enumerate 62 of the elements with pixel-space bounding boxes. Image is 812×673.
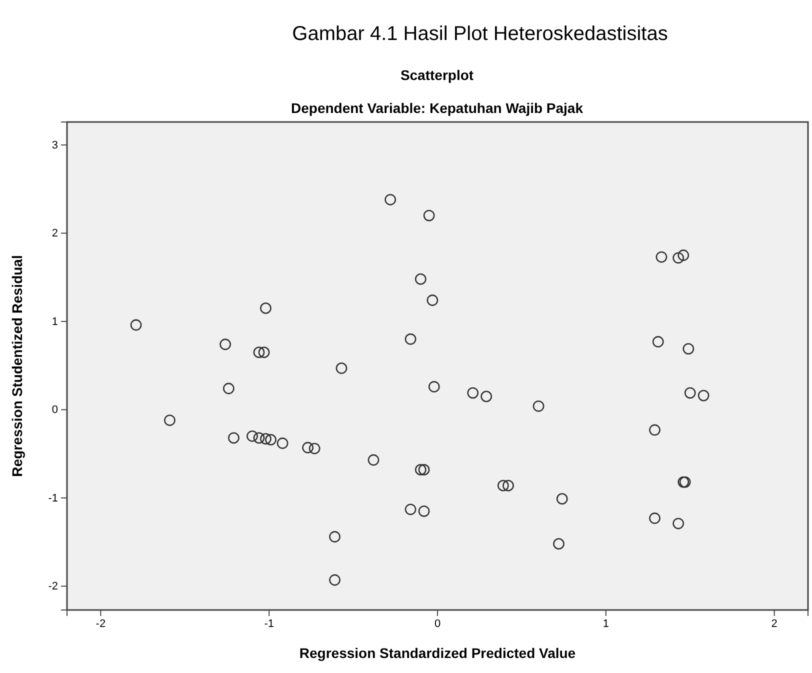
chart-title: Scatterplot [400, 67, 474, 83]
point [414, 273, 426, 285]
point [672, 518, 684, 530]
point [672, 252, 684, 264]
point [698, 390, 710, 402]
x-tick-label: -1 [264, 618, 274, 630]
point [329, 531, 340, 542]
x-tick-label: -2 [96, 618, 106, 630]
point [258, 346, 270, 358]
point [220, 338, 231, 350]
point [260, 433, 272, 444]
point [684, 387, 696, 399]
point [556, 493, 568, 504]
y-axis-title: Regression Studentized Residual [9, 255, 25, 477]
point [467, 387, 479, 399]
point [649, 424, 660, 436]
point [426, 294, 438, 306]
point [418, 505, 430, 517]
x-tick-label: 1 [602, 618, 609, 630]
point [404, 504, 416, 516]
point [414, 464, 426, 476]
point [222, 382, 234, 394]
point [253, 346, 265, 358]
point [302, 442, 314, 454]
point [428, 381, 440, 392]
point [384, 194, 396, 206]
point [682, 343, 694, 354]
point [532, 400, 544, 412]
y-tick-label: 0 [52, 404, 58, 416]
point [480, 390, 492, 402]
point [276, 438, 288, 449]
point [502, 480, 514, 492]
x-axis-title: Regression Standardized Predicted Value [299, 645, 576, 661]
point [418, 464, 430, 476]
point [265, 434, 276, 446]
point [423, 210, 435, 222]
point [336, 362, 348, 374]
x-tick-label: 2 [771, 618, 778, 630]
x-tick-label: 0 [434, 618, 441, 630]
y-tick-label: -1 [48, 492, 58, 504]
text: Gambar 4.1 Hasil Plot Heteroskedastisitas [292, 23, 668, 45]
point [253, 432, 265, 444]
point [649, 512, 660, 524]
point [164, 414, 176, 426]
point [553, 538, 564, 550]
point [130, 319, 142, 331]
point [308, 442, 320, 454]
point [246, 430, 258, 442]
point [368, 454, 380, 466]
y-tick-label: 2 [52, 228, 58, 240]
point [260, 302, 272, 314]
point [678, 250, 690, 261]
y-tick-label: 1 [52, 316, 58, 328]
y-tick-label: 3 [52, 139, 58, 152]
point [497, 480, 509, 492]
point [228, 432, 240, 444]
point [652, 336, 664, 348]
point [404, 333, 416, 345]
y-tick-label: -2 [48, 580, 58, 593]
chart-subtitle: Dependent Variable: Kepatuhan Wajib Pajak [291, 100, 584, 116]
point [329, 574, 340, 586]
point [656, 251, 668, 263]
